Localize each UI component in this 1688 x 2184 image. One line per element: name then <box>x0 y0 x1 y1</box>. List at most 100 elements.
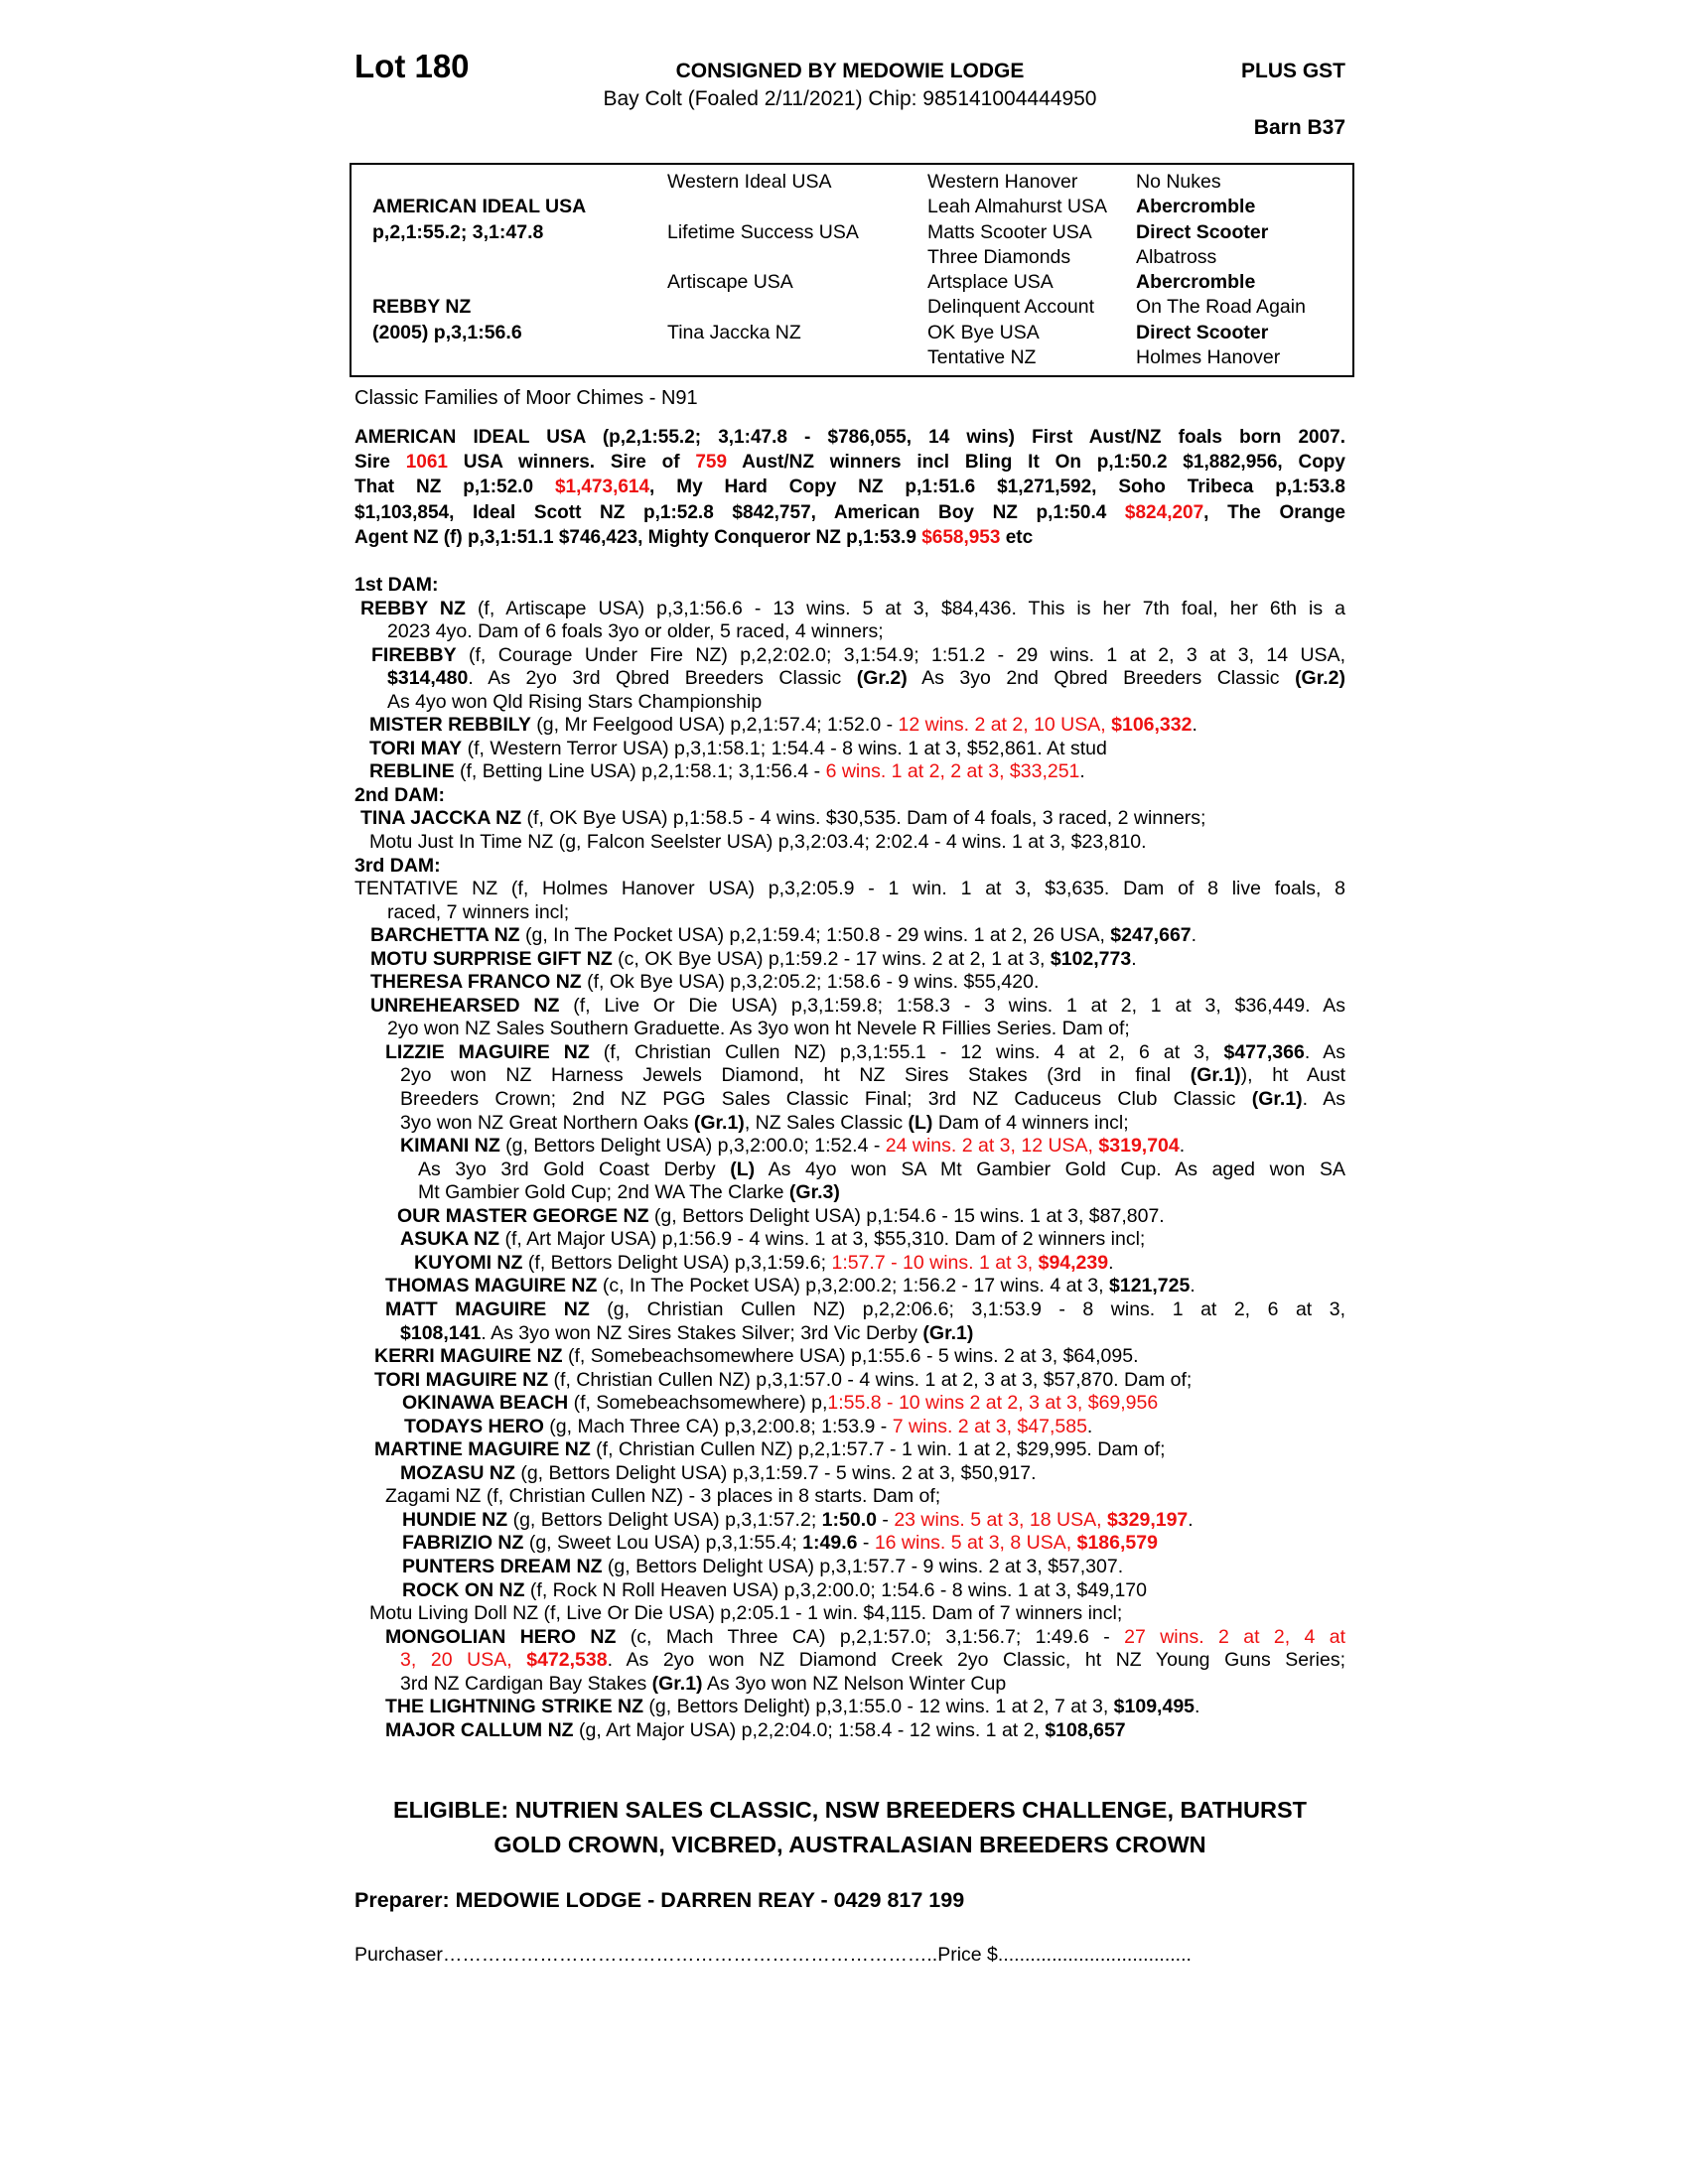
text-line: PUNTERS DREAM NZ (g, Bettors Delight USA… <box>402 1555 1124 1577</box>
text-line <box>372 345 586 370</box>
text-line: 1st DAM: <box>354 574 439 596</box>
text-line <box>667 295 859 320</box>
barn-number: Barn B37 <box>1253 116 1345 139</box>
text-line: Three Diamonds <box>927 245 1071 268</box>
text-line <box>667 245 859 270</box>
text-line: Artiscape USA <box>667 271 793 294</box>
pedigree-col-generation-3: Western Hanover Leah Almahurst USA Matts S… <box>927 170 1107 370</box>
eligible-line-1: ELIGIBLE: NUTRIEN SALES CLASSIC, NSW BRE… <box>392 1797 1307 1823</box>
text-line: Breeders Crown; 2nd NZ PGG Sales Classic… <box>400 1088 1345 1111</box>
text-line: OKINAWA BEACH (f, Somebeachsomewhere) p,… <box>402 1392 1159 1415</box>
text-line: ASUKA NZ (f, Art Major USA) p,1:56.9 - 4… <box>400 1228 1146 1251</box>
family-note: Classic Families of Moor Chimes - N91 <box>354 387 698 409</box>
text-line: THE LIGHTNING STRIKE NZ (g, Bettors Deli… <box>385 1696 1200 1718</box>
text-line: MISTER REBBILY (g, Mr Feelgood USA) p,2,… <box>369 714 1197 737</box>
text-line: FIREBBY (f, Courage Under Fire NZ) p,2,2… <box>371 643 1345 666</box>
text-line: $1,103,854, Ideal Scott NZ p,1:52.8 $842… <box>354 501 1346 523</box>
text-line: That NZ p,1:52.0 $1,473,614, My Hard Cop… <box>354 477 1346 498</box>
foaling-details: Bay Colt (Foaled 2/11/2021) Chip: 985141… <box>603 87 1097 110</box>
text-line: $314,480. As 2yo 3rd Qbred Breeders Clas… <box>387 667 1345 690</box>
pedigree-col-generation-2: Western Ideal USA Lifetime Success USA A… <box>667 170 859 370</box>
text-line: 2nd DAM: <box>354 783 445 806</box>
text-line: OK Bye USA <box>927 321 1040 343</box>
text-line: Delinquent Account <box>927 296 1095 319</box>
text-line <box>372 270 586 295</box>
text-line: Abercromble <box>1136 196 1256 218</box>
text-line: Western Ideal USA <box>667 171 832 193</box>
text-line: Zagami NZ (f, Christian Cullen NZ) - 3 p… <box>385 1485 941 1508</box>
pedigree-col-generation-4: No Nukes Abercromble Direct Scooter Albatro… <box>1136 170 1306 370</box>
text-line: 2yo won NZ Sales Southern Graduette. As … <box>387 1018 1130 1040</box>
text-line <box>372 245 586 270</box>
text-line: LIZZIE MAGUIRE NZ (f, Christian Cullen N… <box>385 1040 1345 1063</box>
text-line: REBBY NZ (f, Artiscape USA) p,3,1:56.6 -… <box>360 597 1345 619</box>
consignor-title: CONSIGNED BY MEDOWIE LODGE <box>675 60 1025 82</box>
text-line: HUNDIE NZ (g, Bettors Delight USA) p,3,1… <box>402 1508 1194 1531</box>
text-line: 3rd DAM: <box>354 854 441 877</box>
text-line: Matts Scooter USA <box>927 220 1092 243</box>
text-line: MARTINE MAGUIRE NZ (f, Christian Cullen … <box>374 1438 1166 1461</box>
text-line: Motu Just In Time NZ (g, Falcon Seelster… <box>369 831 1147 854</box>
text-line: REBBY NZ <box>372 296 472 319</box>
text-line: MOZASU NZ (g, Bettors Delight USA) p,3,1… <box>400 1461 1037 1484</box>
text-line: MATT MAGUIRE NZ (g, Christian Cullen NZ)… <box>385 1297 1345 1320</box>
text-line <box>667 345 859 370</box>
text-line: Abercromble <box>1136 271 1256 294</box>
text-line: 3, 20 USA, $472,538. As 2yo won NZ Diamo… <box>400 1649 1345 1672</box>
text-line: As 4yo won Qld Rising Stars Championship <box>387 690 763 713</box>
text-line: Motu Living Doll NZ (f, Live Or Die USA)… <box>369 1602 1123 1625</box>
text-line: ROCK ON NZ (f, Rock N Roll Heaven USA) p… <box>402 1578 1147 1601</box>
pedigree-col-sire-dam: AMERICAN IDEAL USA p,2,1:55.2; 3,1:47.8 R… <box>372 170 586 370</box>
text-line: 3rd NZ Cardigan Bay Stakes (Gr.1) As 3yo… <box>400 1672 1007 1695</box>
text-line: TORI MAGUIRE NZ (f, Christian Cullen NZ)… <box>374 1368 1193 1391</box>
text-line: Agent NZ (f) p,3,1:51.1 $746,423, Mighty… <box>354 526 1034 548</box>
text-line: raced, 7 winners incl; <box>387 900 570 923</box>
text-line: 2023 4yo. Dam of 6 foals 3yo or older, 5… <box>387 620 884 643</box>
text-line: As 3yo 3rd Gold Coast Derby (L) As 4yo w… <box>418 1158 1345 1180</box>
text-line: FABRIZIO NZ (g, Sweet Lou USA) p,3,1:55.… <box>402 1532 1158 1555</box>
text-line <box>372 170 586 195</box>
text-line: On The Road Again <box>1136 296 1306 319</box>
text-line: THERESA FRANCO NZ (f, Ok Bye USA) p,3,2:… <box>370 971 1040 994</box>
text-line: Leah Almahurst USA <box>927 196 1108 218</box>
text-line: KIMANI NZ (g, Bettors Delight USA) p,3,2… <box>400 1135 1186 1158</box>
text-line: Sire 1061 USA winners. Sire of 759 Aust/… <box>354 452 1345 474</box>
eligible-line-2: GOLD CROWN, VICBRED, AUSTRALASIAN BREEDE… <box>493 1832 1206 1857</box>
text-line: p,2,1:55.2; 3,1:47.8 <box>372 220 544 243</box>
text-line: Tentative NZ <box>927 346 1037 369</box>
lot-number: Lot 180 <box>354 48 470 84</box>
text-line: OUR MASTER GEORGE NZ (g, Bettors Delight… <box>397 1204 1165 1227</box>
text-line: TODAYS HERO (g, Mach Three CA) p,3,2:00.… <box>404 1415 1093 1437</box>
text-line: Direct Scooter <box>1136 220 1269 243</box>
text-line: AMERICAN IDEAL USA <box>372 196 587 218</box>
text-line: $108,141. As 3yo won NZ Sires Stakes Sil… <box>400 1321 974 1344</box>
text-line: Lifetime Success USA <box>667 220 859 243</box>
eligibility-statement: ELIGIBLE: NUTRIEN SALES CLASSIC, NSW BRE… <box>354 1793 1345 1862</box>
text-line: UNREHEARSED NZ (f, Live Or Die USA) p,3,… <box>370 994 1345 1017</box>
text-line: MONGOLIAN HERO NZ (c, Mach Three CA) p,2… <box>385 1625 1345 1648</box>
text-line: Direct Scooter <box>1136 321 1269 343</box>
text-line: MOTU SURPRISE GIFT NZ (c, OK Bye USA) p,… <box>370 947 1137 970</box>
text-line: Western Hanover <box>927 171 1078 193</box>
text-line: BARCHETTA NZ (g, In The Pocket USA) p,2,… <box>370 924 1197 947</box>
sire-summary-paragraph: AMERICAN IDEAL USA (p,2,1:55.2; 3,1:47.8… <box>354 425 1345 550</box>
text-line: (2005) p,3,1:56.6 <box>372 321 522 343</box>
text-line: KUYOMI NZ (f, Bettors Delight USA) p,3,1… <box>414 1251 1114 1274</box>
text-line: TENTATIVE NZ (f, Holmes Hanover USA) p,3… <box>354 878 1345 900</box>
text-line: Mt Gambier Gold Cup; 2nd WA The Clarke (… <box>418 1181 840 1204</box>
text-line: MAJOR CALLUM NZ (g, Art Major USA) p,2,2… <box>385 1718 1126 1741</box>
text-line: Holmes Hanover <box>1136 346 1281 369</box>
text-line: REBLINE (f, Betting Line USA) p,2,1:58.1… <box>369 760 1085 783</box>
text-line: THOMAS MAGUIRE NZ (c, In The Pocket USA)… <box>385 1275 1196 1297</box>
text-line: No Nukes <box>1136 171 1221 193</box>
text-line: TINA JACCKA NZ (f, OK Bye USA) p,1:58.5 … <box>360 807 1206 830</box>
preparer-line: Preparer: MEDOWIE LODGE - DARREN REAY - … <box>354 1888 965 1912</box>
text-line: AMERICAN IDEAL USA (p,2,1:55.2; 3,1:47.8… <box>354 427 1345 448</box>
text-line: Albatross <box>1136 245 1217 268</box>
text-line: 2yo won NZ Harness Jewels Diamond, ht NZ… <box>400 1064 1346 1087</box>
text-line: Tina Jaccka NZ <box>667 321 801 343</box>
text-line: KERRI MAGUIRE NZ (f, Somebeachsomewhere … <box>374 1345 1139 1368</box>
text-line: TORI MAY (f, Western Terror USA) p,3,1:5… <box>369 737 1107 759</box>
pedigree-table: AMERICAN IDEAL USA p,2,1:55.2; 3,1:47.8 R… <box>350 163 1354 377</box>
